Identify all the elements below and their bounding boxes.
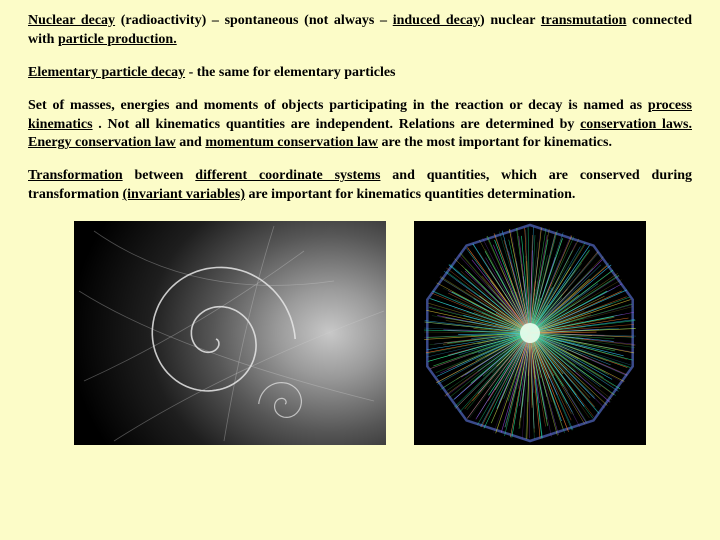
text: ) nuclear <box>480 13 541 28</box>
text: Set of masses, energies and moments of o… <box>28 98 648 113</box>
term-elementary-decay: Elementary particle decay <box>28 65 185 80</box>
term-transformation: Transformation <box>28 168 123 183</box>
slide-content: Nuclear decay (radioactivity) – spontane… <box>0 0 720 445</box>
text: (radioactivity) – spontaneous (not alway… <box>115 13 393 28</box>
text: and <box>176 135 206 150</box>
bubble-chamber-svg <box>74 221 386 445</box>
collision-event-svg <box>414 221 646 445</box>
text: are important for kinematics quantities … <box>245 187 575 202</box>
paragraph-kinematics: Set of masses, energies and moments of o… <box>28 97 692 154</box>
collision-event-image <box>414 221 646 445</box>
term-conservation-laws: conservation laws. <box>580 117 692 132</box>
term-momentum-conservation: momentum conservation law <box>205 135 378 150</box>
term-particle-production: particle production. <box>58 32 177 47</box>
term-induced-decay: induced decay <box>393 13 480 28</box>
term-transmutation: transmutation <box>541 13 627 28</box>
image-row <box>28 221 692 445</box>
term-invariant-variables: (invariant variables) <box>123 187 246 202</box>
bubble-chamber-image <box>74 221 386 445</box>
text: are the most important for kinematics. <box>378 135 612 150</box>
paragraph-nuclear-decay: Nuclear decay (radioactivity) – spontane… <box>28 12 692 50</box>
text: . Not all kinematics quantities are inde… <box>93 117 581 132</box>
text: between <box>123 168 196 183</box>
term-energy-conservation: Energy conservation law <box>28 135 176 150</box>
term-coordinate-systems: different coordinate systems <box>195 168 380 183</box>
paragraph-elementary-decay: Elementary particle decay - the same for… <box>28 64 692 83</box>
paragraph-transformation: Transformation between different coordin… <box>28 167 692 205</box>
term-nuclear-decay: Nuclear decay <box>28 13 115 28</box>
text: - the same for elementary particles <box>185 65 395 80</box>
